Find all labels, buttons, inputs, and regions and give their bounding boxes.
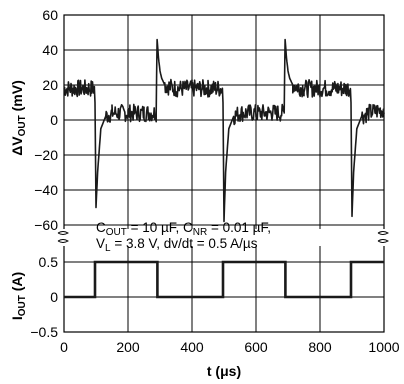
- y-axis-title-bottom: IOUT (A): [9, 272, 28, 320]
- x-tick-label: 1000: [368, 339, 399, 355]
- x-tick-labels: 0 200 400 600 800 1000: [60, 339, 400, 355]
- y-tick-labels-top: 60 40 20 0 −20 −40 −60: [34, 7, 58, 233]
- vout-trace: [63, 38, 385, 223]
- axis-break: [54, 229, 394, 246]
- conditions-line-2: VL = 3.8 V, dv/dt = 0.5 A/µs: [96, 236, 258, 254]
- x-tick-label: 800: [308, 339, 332, 355]
- conditions-line-1: COUT = 10 µF, CNR = 0.01 µF,: [96, 220, 271, 238]
- x-tick-label: 0: [60, 339, 68, 355]
- y-tick-label-top: −20: [34, 147, 58, 163]
- y-tick-label-bottom: −0.5: [30, 324, 58, 340]
- traces: [63, 38, 385, 299]
- x-tick-label: 600: [244, 339, 268, 355]
- y-tick-label-top: 60: [42, 7, 58, 23]
- y-tick-label-top: 40: [42, 42, 58, 58]
- iout-trace: [64, 260, 384, 299]
- y-tick-label-top: 20: [42, 77, 58, 93]
- x-tick-label: 400: [180, 339, 204, 355]
- x-tick-label: 200: [116, 339, 140, 355]
- y-tick-label-top: 0: [50, 112, 58, 128]
- y-axis-title-top: ΔVOUT (mV): [9, 80, 28, 156]
- y-tick-label-bottom: 0.5: [39, 254, 59, 270]
- y-tick-label-top: −60: [34, 217, 58, 233]
- y-tick-labels-bottom: 0.5 0 −0.5: [30, 254, 58, 340]
- x-axis-title: t (μs): [207, 363, 241, 379]
- y-tick-label-bottom: 0: [50, 289, 58, 305]
- y-tick-label-top: −40: [34, 182, 58, 198]
